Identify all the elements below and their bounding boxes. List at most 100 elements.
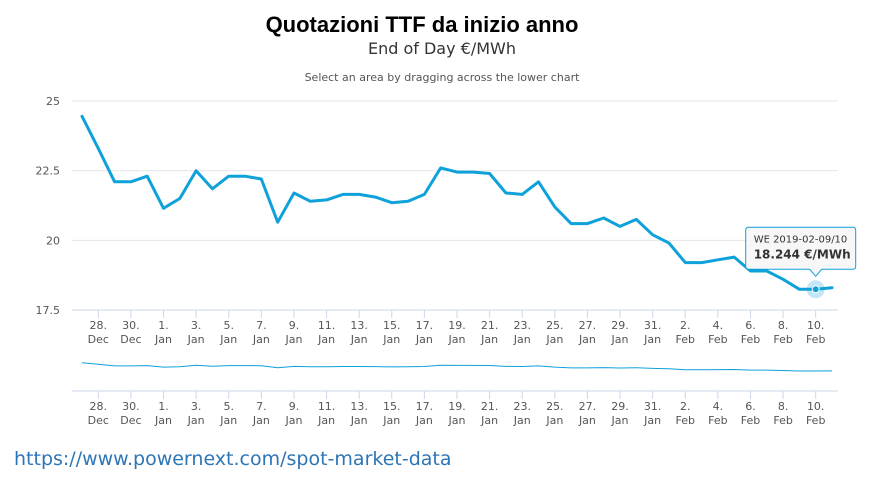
x-tick-month: Jan [578,414,596,427]
x-tick-month: Feb [676,333,695,346]
x-tick-month: Jan [545,414,563,427]
navigator-series-line[interactable] [81,362,833,372]
tooltip-box [745,226,857,278]
x-tick-day: 25. [546,400,564,413]
y-tick-label: 20 [46,234,60,247]
x-tick-day: 31. [644,400,662,413]
x-tick-month: Dec [120,414,141,427]
x-tick-day: 1. [158,319,169,332]
x-tick-day: 23. [513,319,531,332]
x-tick-month: Jan [480,333,498,346]
x-tick-month: Feb [773,333,792,346]
x-tick-day: 10. [807,319,825,332]
x-tick-day: 4. [713,319,724,332]
x-axis-main: 28.Dec30.Dec1.Jan3.Jan5.Jan7.Jan9.Jan11.… [88,310,825,346]
x-tick-month: Jan [611,414,629,427]
x-tick-day: 7. [256,319,267,332]
x-tick-day: 21. [481,319,499,332]
x-tick-day: 17. [416,319,434,332]
x-tick-month: Jan [219,333,237,346]
x-tick-month: Feb [708,414,727,427]
x-tick-day: 7. [256,400,267,413]
x-tick-month: Jan [545,333,563,346]
x-tick-day: 13. [350,319,368,332]
x-tick-month: Jan [448,414,466,427]
x-axis-navigator: 28.Dec30.Dec1.Jan3.Jan5.Jan7.Jan9.Jan11.… [88,391,825,427]
x-tick-month: Jan [317,333,335,346]
x-tick-month: Jan [350,414,368,427]
x-tick-day: 2. [680,400,691,413]
x-tick-month: Jan [252,333,270,346]
x-tick-month: Feb [806,333,825,346]
chart-title: Quotazioni TTF da inizio anno [266,12,579,37]
x-tick-month: Jan [448,333,466,346]
x-tick-day: 30. [122,319,140,332]
y-tick-label: 25 [46,95,60,108]
x-tick-month: Jan [643,333,661,346]
x-tick-day: 4. [713,400,724,413]
x-tick-month: Jan [154,333,172,346]
x-tick-month: Feb [741,414,760,427]
x-tick-month: Feb [741,333,760,346]
y-tick-label: 17.5 [36,304,61,317]
x-tick-day: 29. [611,319,629,332]
x-tick-month: Jan [187,333,205,346]
x-tick-month: Jan [382,333,400,346]
x-tick-day: 3. [191,400,202,413]
x-tick-day: 6. [745,319,756,332]
x-tick-day: 2. [680,319,691,332]
x-tick-day: 23. [513,400,531,413]
x-tick-day: 5. [223,400,234,413]
x-tick-day: 25. [546,319,564,332]
x-tick-day: 17. [416,400,434,413]
x-tick-day: 29. [611,400,629,413]
x-tick-month: Feb [806,414,825,427]
ttf-series-line[interactable] [80,114,834,291]
x-tick-day: 10. [807,400,825,413]
x-tick-day: 6. [745,400,756,413]
x-tick-month: Jan [415,414,433,427]
x-tick-day: 30. [122,400,140,413]
x-tick-month: Jan [350,333,368,346]
x-tick-month: Jan [480,414,498,427]
x-tick-day: 13. [350,400,368,413]
x-tick-day: 28. [90,319,108,332]
x-tick-day: 15. [383,319,401,332]
x-tick-month: Jan [284,333,302,346]
x-tick-day: 11. [318,400,336,413]
chart-subtitle: End of Day €/MWh [368,39,516,58]
x-tick-day: 27. [579,319,597,332]
x-tick-month: Jan [317,414,335,427]
x-tick-month: Dec [88,333,109,346]
x-tick-month: Jan [513,414,531,427]
x-tick-month: Jan [187,414,205,427]
x-tick-day: 21. [481,400,499,413]
x-tick-day: 5. [223,319,234,332]
tooltip-value: 18.244 €/MWh [754,247,851,261]
x-tick-day: 8. [778,400,789,413]
x-tick-day: 11. [318,319,336,332]
x-tick-day: 9. [289,400,300,413]
x-tick-month: Feb [676,414,695,427]
x-tick-day: 27. [579,400,597,413]
x-tick-month: Jan [643,414,661,427]
x-tick-month: Feb [708,333,727,346]
tooltip: WE 2019-02-09/10 18.244 €/MWh [745,226,857,299]
x-tick-day: 31. [644,319,662,332]
x-tick-month: Jan [578,333,596,346]
x-tick-day: 19. [448,400,466,413]
x-tick-month: Jan [513,333,531,346]
x-tick-day: 19. [448,319,466,332]
hover-point[interactable] [811,285,820,294]
chart-hint: Select an area by dragging across the lo… [305,71,581,84]
x-tick-day: 15. [383,400,401,413]
y-axis: 25 22.5 20 17.5 [36,95,61,317]
x-tick-month: Dec [88,414,109,427]
x-tick-month: Jan [219,414,237,427]
x-tick-month: Feb [773,414,792,427]
x-tick-day: 1. [158,400,169,413]
x-tick-month: Jan [382,414,400,427]
source-link[interactable]: https://www.powernext.com/spot-market-da… [14,448,452,470]
y-tick-label: 22.5 [36,165,61,178]
